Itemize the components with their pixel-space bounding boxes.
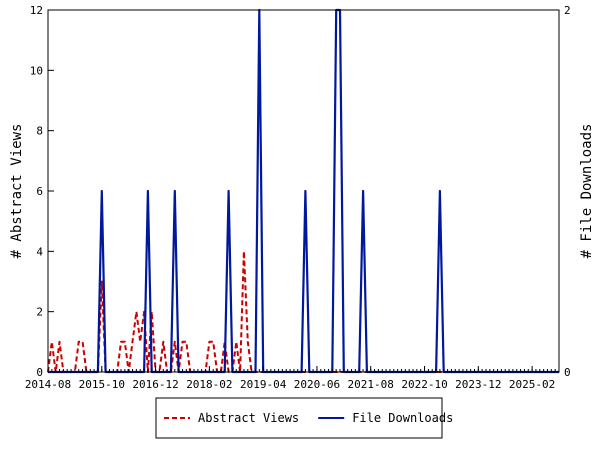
series-line-file-downloads: [48, 8, 559, 374]
x-tick-label: 2019-04: [240, 378, 287, 391]
y-left-tick-label: 10: [30, 64, 43, 77]
y-left-tick-label: 6: [36, 185, 43, 198]
y-axis-title-right: # File Downloads: [579, 124, 595, 259]
y-right-tick-label: 2: [564, 4, 571, 17]
y-left-tick-label: 2: [36, 306, 43, 319]
x-tick-label: 2021-08: [348, 378, 394, 391]
y-axis-title-left: # Abstract Views: [9, 124, 25, 259]
x-tick-label: 2025-02: [509, 378, 555, 391]
x-tick-label: 2022-10: [401, 378, 447, 391]
legend-label: File Downloads: [352, 411, 453, 425]
x-tick-label: 2016-12: [132, 378, 178, 391]
y-left-tick-label: 0: [36, 366, 43, 379]
x-tick-label: 2014-08: [25, 378, 71, 391]
y-left-tick-label: 4: [36, 245, 43, 258]
x-tick-label: 2023-12: [455, 378, 501, 391]
x-tick-label: 2018-02: [186, 378, 232, 391]
y-right-tick-label: 0: [564, 366, 571, 379]
y-left-tick-label: 8: [36, 125, 43, 138]
x-tick-label: 2015-10: [79, 378, 125, 391]
legend-box: [155, 397, 443, 439]
x-tick-label: 2020-06: [294, 378, 340, 391]
y-left-tick-label: 12: [30, 4, 43, 17]
legend-label: Abstract Views: [198, 411, 299, 425]
